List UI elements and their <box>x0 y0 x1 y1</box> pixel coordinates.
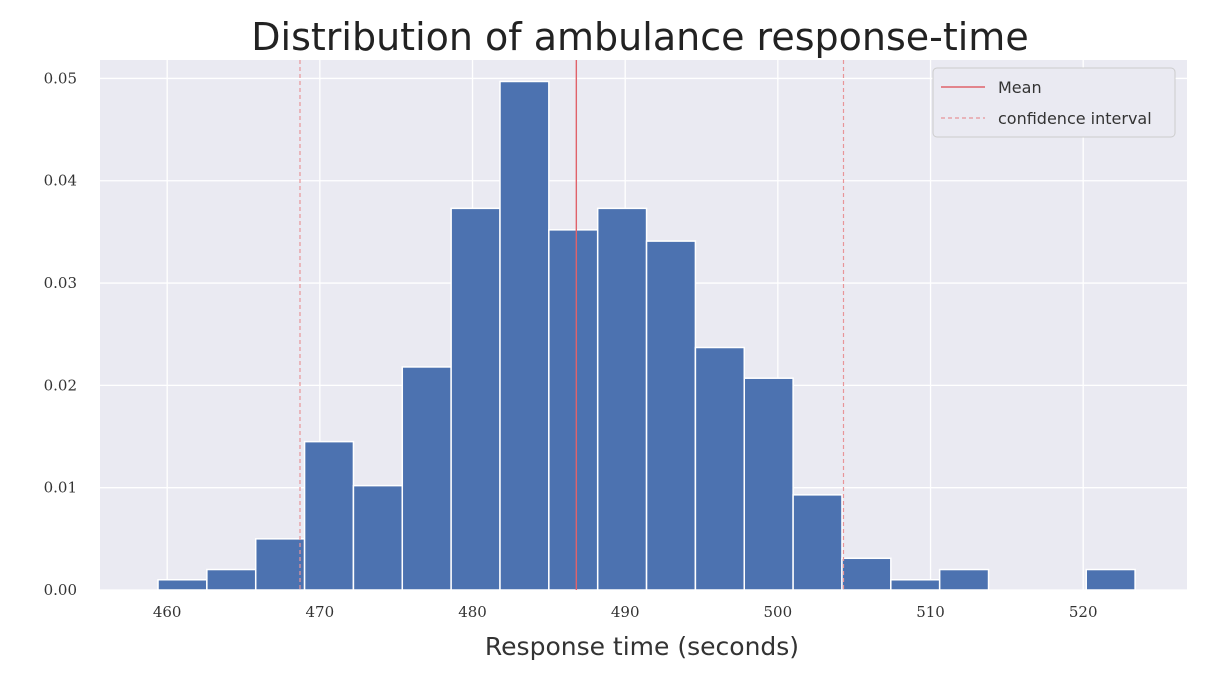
x-tick-label-2: 480 <box>458 603 487 621</box>
histogram-bar-7 <box>499 80 550 591</box>
x-axis-label: Response time (seconds) <box>485 632 799 661</box>
y-tick-label-3: 0.03 <box>44 274 77 292</box>
histogram-bar-3 <box>303 440 355 591</box>
legend-box <box>932 67 1176 138</box>
y-tick-label-5: 0.05 <box>44 69 77 87</box>
histogram-bar-10 <box>645 240 697 591</box>
y-axis-ticks: 0.00 0.01 0.02 0.03 0.04 0.05 <box>44 69 77 599</box>
x-tick-label-3: 490 <box>611 603 640 621</box>
x-axis-ticks: 460 470 480 490 500 510 520 <box>153 603 1098 621</box>
legend-confidence-interval-label: confidence interval <box>998 109 1152 128</box>
y-tick-label-1: 0.01 <box>44 479 77 497</box>
x-tick-label-0: 460 <box>153 603 182 621</box>
reference-lines <box>299 60 845 590</box>
histogram-bar-2 <box>254 538 306 591</box>
histogram-bar-1 <box>206 568 257 591</box>
legend: Mean confidence interval <box>932 67 1176 138</box>
legend-mean-label: Mean <box>998 78 1042 97</box>
histogram-bar-13 <box>792 494 843 591</box>
y-tick-label-0: 0.00 <box>44 581 77 599</box>
histogram-bar-11 <box>694 346 746 591</box>
histogram-bar-6 <box>450 207 501 591</box>
histogram-bar-4 <box>352 484 404 591</box>
histogram-bar-12 <box>743 377 794 591</box>
x-tick-label-4: 500 <box>764 603 793 621</box>
y-tick-label-2: 0.02 <box>44 376 77 394</box>
histogram-bar-5 <box>401 366 452 591</box>
histogram-bar-15 <box>890 579 941 591</box>
x-tick-label-6: 520 <box>1069 603 1098 621</box>
histogram-bar-0 <box>157 579 208 591</box>
histogram-bar-8 <box>548 229 599 591</box>
histogram-bar-19 <box>1085 568 1136 591</box>
x-tick-label-1: 470 <box>306 603 335 621</box>
x-tick-label-5: 510 <box>916 603 945 621</box>
chart-title: Distribution of ambulance response-time <box>251 15 1028 59</box>
histogram-bar-9 <box>596 207 648 591</box>
histogram-bars <box>157 80 1136 591</box>
histogram-bar-14 <box>841 557 892 591</box>
histogram-bar-16 <box>938 568 990 591</box>
y-tick-label-4: 0.04 <box>44 172 77 190</box>
